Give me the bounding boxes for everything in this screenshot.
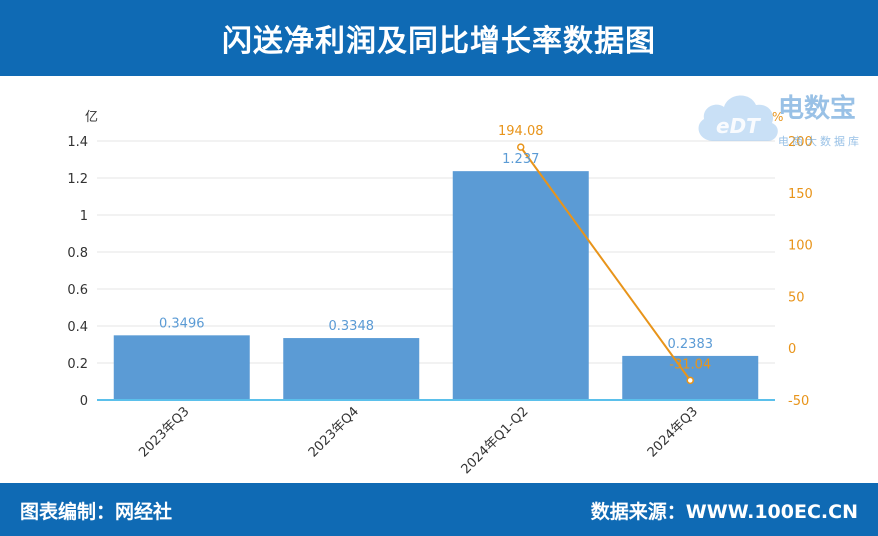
y-right-tick-label: 0 bbox=[788, 342, 796, 357]
watermark-logo-text: eDT bbox=[716, 114, 761, 138]
grid-layer bbox=[97, 140, 775, 364]
y-right-tick-label: 100 bbox=[788, 239, 813, 254]
footer-source: 数据来源：WWW.100EC.CN bbox=[590, 501, 858, 523]
y-left-tick-label: 0.6 bbox=[67, 283, 88, 298]
x-tick-label: 2023年Q3 bbox=[136, 404, 192, 460]
growth-rate-line bbox=[519, 146, 692, 381]
bar bbox=[113, 335, 250, 400]
bar bbox=[452, 171, 589, 400]
footer-editor: 图表编制：网经社 bbox=[20, 501, 173, 523]
line-layer bbox=[517, 143, 694, 385]
axis-layer: 0 0.2 0.4 0.6 0.8 1 1.2 1.4 亿 -50 0 50 100 150 200% 202… bbox=[67, 110, 813, 477]
watermark-tagline: 电商大数据库 bbox=[778, 134, 862, 148]
y-left-tick-label: 0 bbox=[80, 394, 88, 409]
bars-layer bbox=[113, 171, 759, 400]
y-right-tick-label: -50 bbox=[788, 394, 809, 409]
y-left-tick-label: 1.4 bbox=[67, 135, 88, 150]
line-data-label: -31.04 bbox=[669, 357, 711, 372]
line-data-label: 194.08 bbox=[498, 124, 544, 139]
labels-layer: 0.3496 0.3348 1.237 0.2383 194.08 -31.04 bbox=[159, 124, 713, 372]
bar-data-label: 1.237 bbox=[502, 152, 539, 167]
watermark-logo: eDT 电数宝 电商大数据库 bbox=[698, 93, 862, 148]
chart-area: 0.3496 0.3348 1.237 0.2383 194.08 -31.04 0 0.2… bbox=[0, 76, 878, 483]
watermark-brand: 电数宝 bbox=[778, 93, 856, 124]
y-left-tick-label: 0.8 bbox=[67, 246, 88, 261]
y-right-unit: % bbox=[772, 110, 783, 124]
chart-svg: 0.3496 0.3348 1.237 0.2383 194.08 -31.04 0 0.2… bbox=[67, 110, 813, 477]
y-left-tick-label: 0.4 bbox=[67, 320, 88, 335]
y-left-unit: 亿 bbox=[85, 110, 98, 125]
y-right-tick-label: 150 bbox=[788, 187, 813, 202]
x-tick-label: 2024年Q3 bbox=[645, 404, 701, 460]
bar bbox=[283, 338, 420, 400]
x-tick-label: 2023年Q4 bbox=[306, 404, 362, 460]
bar-data-label: 0.3496 bbox=[159, 316, 205, 331]
footer-bar: 图表编制：网经社 数据来源：WWW.100EC.CN bbox=[0, 483, 878, 536]
y-right-tick-label: 50 bbox=[788, 290, 805, 305]
x-tick-label: 2024年Q1-Q2 bbox=[459, 404, 532, 477]
bar-data-label: 0.2383 bbox=[668, 337, 714, 352]
y-right-tick-label: 200 bbox=[788, 135, 813, 150]
growth-rate-point bbox=[686, 376, 694, 385]
header-bar: 闪送净利润及同比增长率数据图 bbox=[0, 0, 878, 76]
y-left-tick-label: 0.2 bbox=[67, 357, 88, 372]
growth-rate-point bbox=[517, 143, 525, 151]
y-left-tick-label: 1.2 bbox=[67, 172, 88, 187]
cloud-icon bbox=[698, 95, 778, 141]
bar-data-label: 0.3348 bbox=[329, 319, 375, 334]
y-left-tick-label: 1 bbox=[80, 209, 88, 224]
chart-title: 闪送净利润及同比增长率数据图 bbox=[222, 24, 656, 59]
